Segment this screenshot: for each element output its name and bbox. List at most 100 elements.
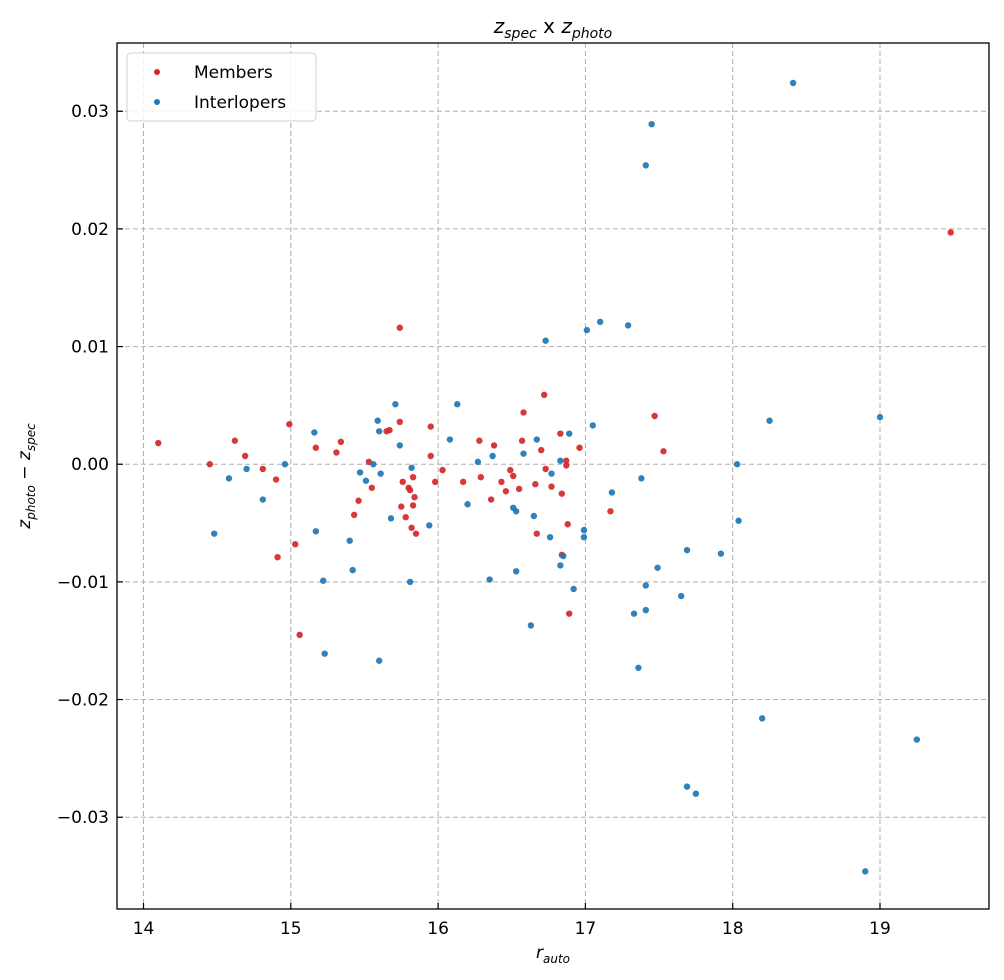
- point-members: [396, 418, 404, 426]
- point-interlopers: [642, 606, 649, 614]
- legend-label-members: Members: [194, 63, 273, 83]
- legend-box: [126, 52, 317, 122]
- xlabel-main: r: [536, 943, 544, 963]
- point-members: [459, 478, 467, 486]
- point-interlopers: [589, 422, 596, 429]
- point-members: [312, 444, 320, 451]
- point-interlopers: [913, 736, 921, 743]
- point-members: [409, 473, 417, 481]
- point-members: [518, 437, 526, 444]
- point-interlopers: [692, 790, 700, 797]
- point-interlopers: [624, 322, 632, 329]
- point-interlopers: [259, 496, 267, 503]
- point-interlopers: [370, 461, 377, 468]
- point-interlopers: [211, 530, 218, 537]
- title-mid: x: [537, 14, 562, 38]
- y-tick-label: −0.02: [57, 691, 109, 711]
- point-members: [337, 438, 345, 446]
- x-tick-label: 14: [133, 919, 155, 939]
- ylabel-sub2: spec: [24, 423, 38, 451]
- point-interlopers: [375, 657, 383, 664]
- point-members: [427, 452, 434, 460]
- point-members: [520, 409, 527, 416]
- point-members: [231, 437, 239, 444]
- x-tick-label: 15: [280, 919, 302, 939]
- point-interlopers: [454, 401, 461, 408]
- point-interlopers: [362, 477, 370, 484]
- point-members: [350, 511, 358, 519]
- axis-ticks: 14 15 16 17 18 19 −0.03 −0.02 −0.01 0.00 0.01 0.02 0…: [57, 102, 891, 939]
- point-members: [490, 442, 498, 449]
- point-interlopers: [862, 868, 869, 875]
- point-members: [427, 423, 434, 430]
- point-members: [333, 449, 340, 456]
- point-members: [498, 478, 505, 486]
- point-interlopers: [570, 585, 577, 593]
- point-members: [476, 437, 483, 444]
- point-interlopers: [548, 470, 555, 477]
- point-members: [355, 497, 362, 504]
- point-interlopers: [349, 566, 356, 574]
- point-interlopers: [320, 577, 327, 584]
- point-members: [439, 466, 446, 474]
- point-members: [538, 446, 545, 454]
- title-z1: z: [493, 14, 505, 38]
- point-interlopers: [635, 664, 642, 671]
- point-interlopers: [766, 417, 773, 424]
- point-members: [431, 478, 439, 486]
- point-members: [398, 503, 405, 510]
- point-interlopers: [533, 436, 540, 443]
- series-members: [155, 229, 954, 639]
- point-interlopers: [638, 475, 645, 482]
- title-sub2: photo: [571, 26, 612, 42]
- point-interlopers: [356, 469, 364, 476]
- point-members: [396, 324, 404, 331]
- point-interlopers: [557, 457, 564, 464]
- x-tick-label: 17: [575, 919, 597, 939]
- point-interlopers: [474, 458, 482, 466]
- y-tick-label: 0.02: [71, 220, 109, 240]
- point-members: [502, 488, 510, 495]
- point-members: [411, 493, 418, 501]
- point-interlopers: [560, 552, 567, 560]
- point-members: [241, 452, 249, 460]
- y-tick-label: 0.01: [71, 338, 109, 358]
- legend-label-interlopers: Interlopers: [194, 93, 286, 113]
- point-interlopers: [408, 464, 415, 471]
- point-members: [515, 485, 523, 493]
- point-interlopers: [512, 508, 520, 515]
- point-interlopers: [580, 526, 588, 534]
- point-interlopers: [520, 450, 527, 457]
- point-interlopers: [648, 120, 655, 128]
- point-interlopers: [426, 522, 433, 529]
- point-interlopers: [546, 533, 554, 541]
- point-interlopers: [789, 79, 797, 87]
- x-tick-label: 18: [722, 919, 744, 939]
- ylabel-sub1: photo: [24, 485, 38, 521]
- point-interlopers: [446, 436, 454, 443]
- point-interlopers: [630, 610, 638, 617]
- point-interlopers: [683, 783, 691, 790]
- data-points: [155, 79, 954, 875]
- legend-marker-interlopers: [154, 99, 160, 105]
- point-members: [296, 631, 303, 639]
- point-members: [408, 524, 415, 531]
- x-axis-label: rauto: [536, 943, 570, 966]
- x-tick-label: 16: [427, 919, 449, 939]
- plot-frame: [116, 42, 990, 910]
- point-interlopers: [527, 622, 535, 629]
- title-z2: z: [560, 14, 572, 38]
- title-sub1: spec: [504, 26, 537, 42]
- point-interlopers: [377, 470, 384, 477]
- point-members: [548, 483, 555, 490]
- point-interlopers: [677, 592, 685, 600]
- legend: Members Interlopers: [126, 52, 317, 122]
- ylabel-op: −: [15, 460, 35, 485]
- point-members: [563, 462, 570, 469]
- point-interlopers: [243, 465, 250, 473]
- point-members: [368, 484, 376, 491]
- point-members: [540, 391, 548, 399]
- point-interlopers: [321, 650, 328, 657]
- point-interlopers: [596, 318, 604, 326]
